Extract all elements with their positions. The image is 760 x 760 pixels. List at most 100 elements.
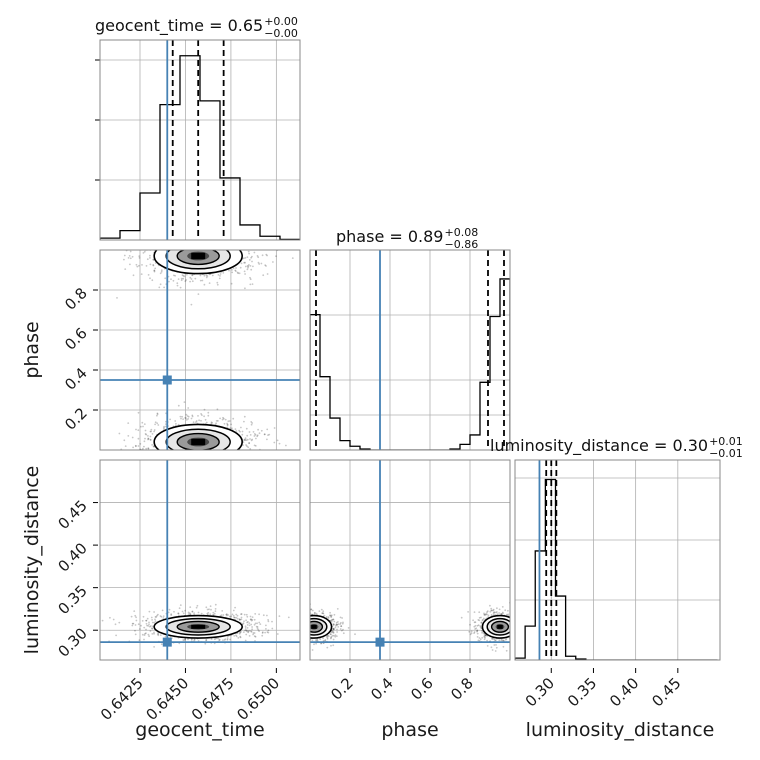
ld-ph-cluster-0-point bbox=[283, 625, 285, 627]
ld-ph-cluster-0-point bbox=[331, 618, 333, 621]
ld-ph-cluster-1-point bbox=[481, 629, 483, 632]
ld-ph-cluster-0-point bbox=[302, 640, 304, 642]
ph-gt-cluster-0-point bbox=[194, 244, 196, 246]
ph-gt-cluster-0-point bbox=[163, 237, 165, 239]
ld-gt-cluster-0-point bbox=[133, 610, 136, 612]
ph-gt-cluster-1-point bbox=[234, 457, 236, 459]
ph-gt-cluster-1-point bbox=[191, 465, 193, 467]
ph-gt-cluster-0-point bbox=[224, 242, 226, 244]
ph-gt-cluster-0-point bbox=[136, 265, 139, 268]
ld-gt-cluster-0-point bbox=[141, 620, 144, 622]
ph-gt-cluster-0-point bbox=[205, 218, 207, 220]
ph-gt-cluster-1-point bbox=[204, 452, 206, 454]
ph-gt-cluster-1-point bbox=[243, 415, 246, 418]
ld-ph-cluster-1-point bbox=[520, 629, 522, 631]
ph-gt-cluster-1-point bbox=[200, 413, 203, 415]
ph-gt-cluster-0-point bbox=[191, 280, 194, 283]
ld-gt-cluster-0-point bbox=[217, 637, 220, 640]
ld-gt-cluster-0-point bbox=[162, 615, 165, 617]
ph-gt-cluster-1-point bbox=[250, 421, 253, 423]
ld-ph-cluster-0-point bbox=[305, 626, 307, 628]
ld-gt-cluster-0-point bbox=[226, 614, 228, 617]
ld-ph-cluster-1-point bbox=[512, 628, 514, 630]
ld-ph-cluster-1-point bbox=[484, 634, 487, 637]
ph-gt-cluster-0-point bbox=[176, 284, 179, 287]
ld-gt-cluster-0-point bbox=[205, 606, 208, 609]
ld-ph-cluster-1-point bbox=[517, 623, 519, 625]
ld-gt-cluster-0-point bbox=[229, 638, 232, 641]
ld-ph-cluster-0-point bbox=[318, 610, 321, 612]
ph-gt-cluster-1-point bbox=[181, 415, 184, 418]
ld-gt-cluster-0-point bbox=[240, 613, 243, 615]
ph-gt-cluster-0-point bbox=[160, 269, 163, 272]
ph-gt-cluster-0-point bbox=[209, 235, 211, 237]
ld-ph-cluster-0-point bbox=[293, 624, 295, 626]
ph-gt-cluster-0-point bbox=[249, 265, 252, 267]
ph-ytick-label-2: 0.6 bbox=[61, 324, 91, 354]
ph-gt-cluster-1-point bbox=[206, 455, 208, 457]
ld-ph-cluster-1-point bbox=[512, 620, 514, 622]
ld-ph-cluster-1-point bbox=[477, 639, 480, 642]
ph-gt-cluster-0-point bbox=[189, 276, 192, 279]
ph-gt-cluster-1-point bbox=[145, 451, 147, 453]
ld-ph-cluster-0-point bbox=[295, 628, 297, 630]
ld-ph-cluster-0-point bbox=[305, 628, 307, 630]
ld-ph-cluster-1-point bbox=[485, 634, 487, 637]
ld-ph-cluster-1-point bbox=[511, 613, 513, 615]
ph-gt-cluster-1-point bbox=[182, 454, 184, 456]
ld-ph-cluster-0-point bbox=[332, 644, 335, 647]
ph-gt-cluster-0-point bbox=[188, 226, 190, 228]
ph-gt-cluster-1-point bbox=[266, 428, 269, 431]
ph-gt-cluster-0-point bbox=[252, 241, 254, 243]
ld-ph-cluster-0-point bbox=[311, 649, 314, 651]
ld-ph-cluster-0-point bbox=[303, 622, 305, 624]
ph-gt-cluster-1-point bbox=[212, 457, 214, 459]
ph-gt-cluster-1-point bbox=[244, 437, 247, 440]
ld-ph-cluster-0-point bbox=[302, 628, 304, 630]
ld-ph-cluster-1-point bbox=[491, 649, 494, 651]
ph-gt-cluster-0-point bbox=[191, 245, 193, 247]
ph-gt-cluster-1-point bbox=[205, 421, 208, 424]
ld-ph-cluster-0-point bbox=[315, 612, 318, 615]
ld-ph-cluster-1-point bbox=[486, 645, 489, 647]
ph-gt-cluster-0-point bbox=[218, 237, 220, 239]
ld-ph-cluster-0-point bbox=[335, 623, 338, 626]
ph-gt-cluster-1-point bbox=[231, 427, 233, 430]
ld-ph-cluster-0-point bbox=[305, 632, 307, 634]
ph-gt-cluster-0 bbox=[116, 218, 294, 306]
ld-ph-cluster-1-point bbox=[476, 629, 479, 632]
ld-gt-cluster-0-point bbox=[226, 637, 229, 640]
ld-ph-cluster-0-point bbox=[336, 608, 339, 610]
ld-ph-cluster-0-point bbox=[340, 625, 342, 627]
ld-ph-cluster-0-point bbox=[327, 616, 330, 618]
ld-gt-cluster-0-point bbox=[232, 609, 235, 612]
ph-gt-cluster-1-point bbox=[178, 476, 180, 478]
ld-ph-cluster-0-point bbox=[304, 652, 306, 654]
ld-ph-cluster-1-point bbox=[512, 619, 514, 621]
ph-gt-cluster-0-point bbox=[177, 246, 179, 248]
ph-gt-cluster-0-point bbox=[196, 246, 198, 248]
ph-gt-cluster-1-point bbox=[192, 421, 195, 424]
ph-gt-cluster-1-point bbox=[163, 426, 165, 429]
ph-gt-cluster-1-point bbox=[222, 462, 224, 464]
ph-gt-cluster-1-point bbox=[212, 467, 214, 469]
ld-gt-cluster-0-point bbox=[252, 633, 255, 636]
ld-ph-cluster-0-point bbox=[330, 614, 333, 617]
ph-gt-cluster-0-point bbox=[191, 274, 194, 277]
ph-gt-cluster-1-point bbox=[144, 429, 147, 432]
ld-ph-cluster-0-point bbox=[297, 608, 299, 610]
ph-gt-cluster-1-point bbox=[145, 447, 148, 450]
ld-gt-cluster-0-point bbox=[148, 635, 151, 638]
ld-gt-cluster-0-point bbox=[138, 639, 141, 642]
ld-xtick-label-1: 0.35 bbox=[564, 674, 600, 710]
ph-gt-cluster-1-point bbox=[209, 451, 211, 453]
ld-ph-cluster-1-point bbox=[520, 622, 522, 624]
ld-ph-cluster-1-point bbox=[511, 640, 513, 642]
ld-ph-cluster-0-point bbox=[303, 629, 305, 631]
ld-gt-cluster-0-point bbox=[256, 626, 259, 628]
ph-gt-cluster-0-point bbox=[201, 247, 203, 249]
ph-gt-cluster-1-point bbox=[186, 454, 188, 456]
ph-gt-cluster-1-point bbox=[124, 445, 127, 447]
ld-gt-cluster-0-point bbox=[221, 610, 224, 612]
ph-gt-cluster-1-point bbox=[241, 433, 244, 436]
